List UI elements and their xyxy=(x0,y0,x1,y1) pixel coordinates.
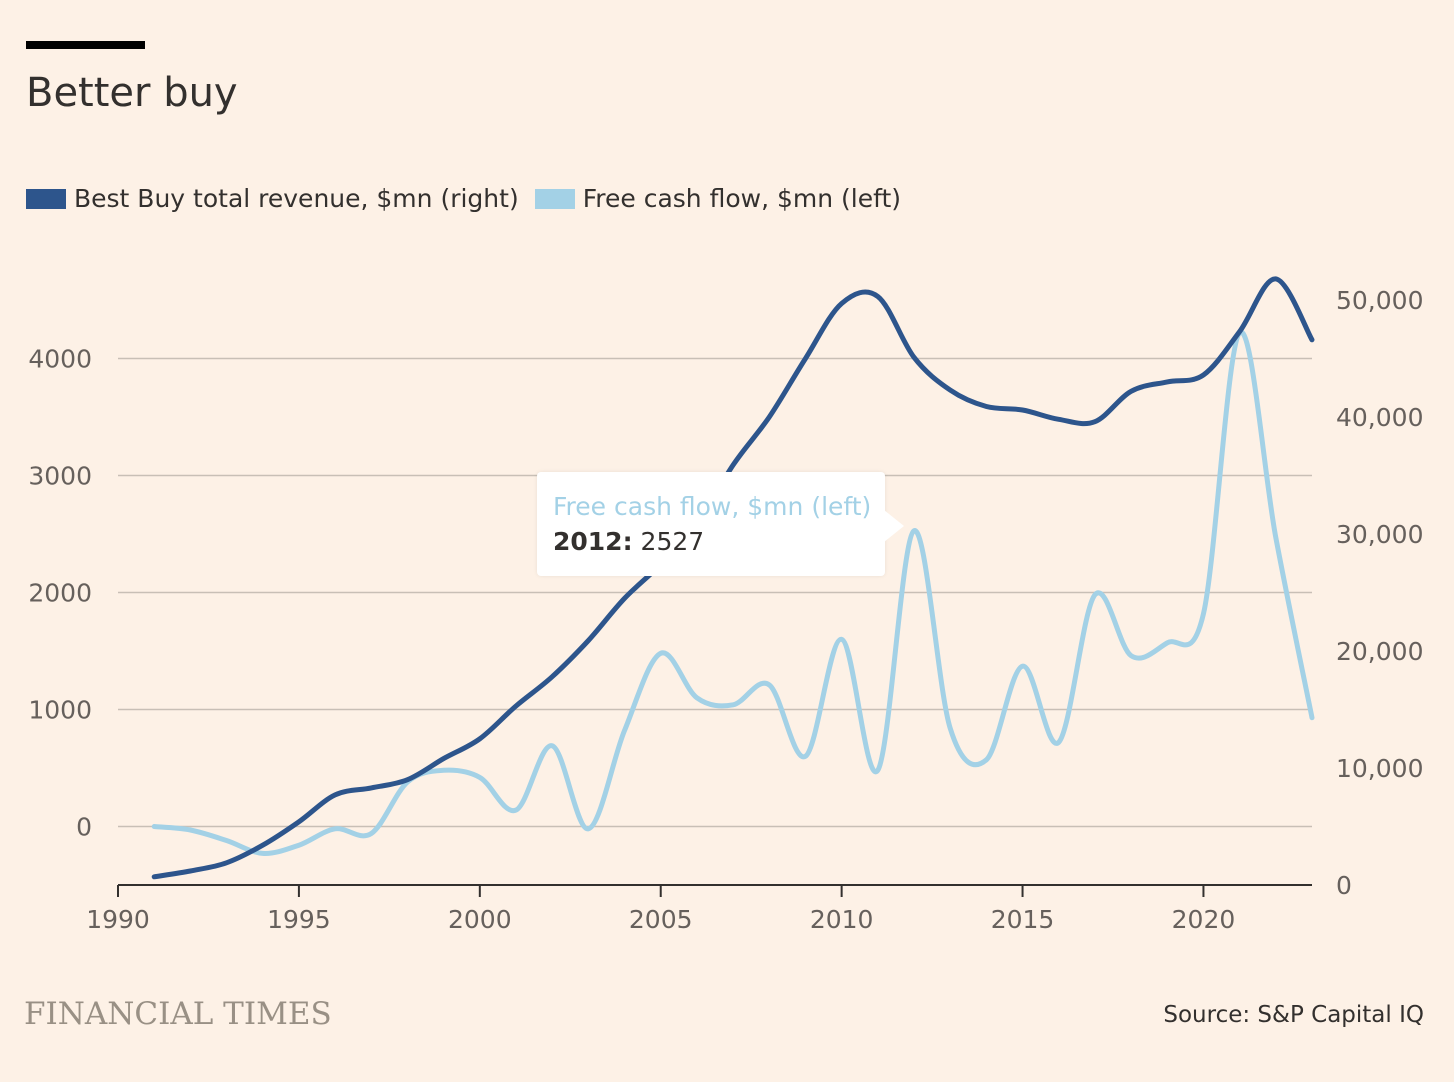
x-tick-label: 1990 xyxy=(86,905,150,934)
legend-label-revenue: Best Buy total revenue, $mn (right) xyxy=(74,184,519,213)
y-right-tick-label: 50,000 xyxy=(1336,286,1423,315)
chart-title: Better buy xyxy=(26,70,238,116)
y-right-tick-label: 30,000 xyxy=(1336,520,1423,549)
legend: Best Buy total revenue, $mn (right) Free… xyxy=(26,184,917,213)
x-tick-label: 2005 xyxy=(629,905,693,934)
x-tick-label: 1995 xyxy=(267,905,331,934)
tooltip-arrow xyxy=(884,510,904,542)
y-left-tick-label: 2000 xyxy=(28,579,92,608)
x-tick-label: 2020 xyxy=(1172,905,1236,934)
y-left-tick-label: 3000 xyxy=(28,462,92,491)
legend-label-fcf: Free cash flow, $mn (left) xyxy=(582,184,902,213)
y-left-tick-label: 0 xyxy=(76,813,92,842)
tooltip: Free cash flow, $mn (left) 2012: 2527 xyxy=(537,472,885,576)
tooltip-value: 2527 xyxy=(640,527,705,556)
legend-item-revenue: Best Buy total revenue, $mn (right) xyxy=(26,184,519,213)
revenue-line xyxy=(151,276,1315,880)
y-axis-right: 0 10,000 20,000 30,000 40,000 50,000 xyxy=(1336,286,1423,900)
y-right-tick-label: 10,000 xyxy=(1336,754,1423,783)
tooltip-year: 2012 xyxy=(553,527,623,556)
y-right-tick-label: 40,000 xyxy=(1336,403,1423,432)
title-rule xyxy=(26,41,145,49)
x-tick-label: 2000 xyxy=(448,905,512,934)
legend-swatch-fcf xyxy=(534,188,575,209)
y-left-tick-label: 1000 xyxy=(28,696,92,725)
x-axis: 1990 1995 2000 2005 2010 2015 2020 xyxy=(86,884,1312,934)
tooltip-series-name: Free cash flow, $mn (left) xyxy=(553,492,872,521)
gridlines xyxy=(118,357,1312,828)
fcf-line xyxy=(151,329,1315,856)
x-tick-label: 2015 xyxy=(991,905,1055,934)
x-tick-label: 2010 xyxy=(810,905,874,934)
y-right-tick-label: 20,000 xyxy=(1336,637,1423,666)
publisher-logo: FINANCIAL TIMES xyxy=(24,996,332,1032)
tooltip-row: 2012: 2527 xyxy=(553,527,705,556)
source-note: Source: S&P Capital IQ xyxy=(1163,1002,1424,1028)
series-lines xyxy=(151,276,1315,880)
y-left-tick-label: 4000 xyxy=(28,345,92,374)
y-right-tick-label: 0 xyxy=(1336,871,1352,900)
legend-swatch-revenue xyxy=(26,188,66,209)
y-axis-left: 0 1000 2000 3000 4000 xyxy=(28,345,92,842)
legend-item-fcf: Free cash flow, $mn (left) xyxy=(534,184,902,213)
